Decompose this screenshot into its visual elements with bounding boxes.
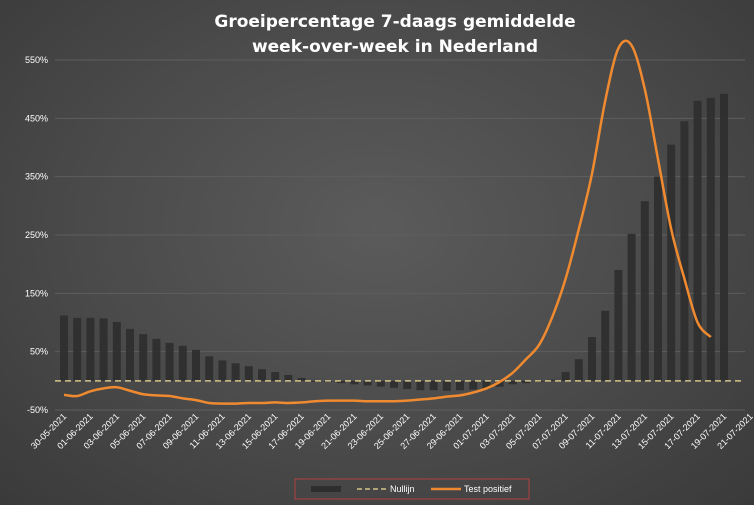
chart-title-line-2: week-over-week in Nederland bbox=[252, 37, 538, 57]
bar bbox=[442, 380, 451, 391]
bar bbox=[456, 380, 464, 391]
bar bbox=[495, 380, 504, 387]
legend-label-nullijn: Nullijn bbox=[390, 484, 415, 494]
legend-box bbox=[294, 478, 530, 500]
legend-label-test-positief: Test positief bbox=[464, 484, 512, 494]
bar bbox=[706, 97, 715, 381]
bar bbox=[99, 318, 108, 381]
bar bbox=[218, 360, 227, 381]
legend: Nullijn Test positief bbox=[294, 478, 530, 500]
y-tick-label: -50% bbox=[27, 405, 48, 415]
bar bbox=[350, 380, 359, 385]
y-axis-ticks: 550% 450% 350% 250% 150% 50% -50% bbox=[25, 55, 48, 415]
bar bbox=[284, 375, 293, 381]
bar bbox=[244, 366, 253, 381]
y-tick-label: 250% bbox=[25, 230, 48, 240]
bar bbox=[363, 380, 372, 386]
bar bbox=[390, 380, 398, 388]
bar-series bbox=[60, 93, 728, 391]
bar bbox=[667, 144, 676, 381]
bar bbox=[152, 338, 161, 381]
bar bbox=[337, 380, 346, 384]
y-tick-label: 150% bbox=[25, 288, 48, 298]
bar bbox=[548, 379, 557, 381]
bar bbox=[271, 372, 280, 381]
bar bbox=[720, 93, 728, 381]
bar bbox=[231, 363, 240, 381]
bar bbox=[680, 121, 689, 381]
bar bbox=[654, 176, 662, 381]
bar bbox=[192, 349, 200, 381]
bar bbox=[522, 380, 530, 384]
y-tick-label: 450% bbox=[25, 113, 48, 123]
bar bbox=[297, 377, 306, 381]
bar bbox=[508, 380, 517, 385]
y-tick-label: 50% bbox=[30, 347, 48, 357]
bar bbox=[627, 233, 636, 381]
bar bbox=[376, 380, 385, 387]
x-axis-ticks: 30-05-202101-06-202103-06-202105-06-2021… bbox=[29, 411, 754, 451]
bar bbox=[416, 380, 425, 391]
test-positief-line bbox=[63, 39, 712, 405]
bar bbox=[574, 359, 583, 381]
bar bbox=[178, 345, 187, 381]
bar bbox=[561, 372, 570, 381]
bar bbox=[258, 369, 266, 381]
y-tick-label: 550% bbox=[25, 55, 48, 65]
bar bbox=[205, 356, 214, 381]
bar bbox=[86, 317, 95, 381]
legend-swatch-bar bbox=[311, 486, 341, 492]
bar bbox=[403, 380, 412, 389]
bar bbox=[310, 380, 319, 382]
bar bbox=[126, 328, 134, 381]
bar bbox=[73, 317, 82, 381]
bar bbox=[112, 321, 121, 381]
y-tick-label: 350% bbox=[25, 172, 48, 182]
bar bbox=[588, 337, 596, 381]
bar bbox=[693, 100, 702, 381]
chart-title-line-1: Groeipercentage 7-daags gemiddelde bbox=[214, 12, 575, 32]
bar bbox=[469, 380, 478, 390]
bar bbox=[614, 270, 623, 381]
bar bbox=[429, 380, 438, 391]
bar bbox=[601, 310, 610, 381]
bar bbox=[165, 342, 174, 381]
bar bbox=[482, 380, 491, 389]
bar bbox=[640, 201, 649, 381]
bar bbox=[60, 315, 68, 381]
bar bbox=[139, 334, 148, 381]
